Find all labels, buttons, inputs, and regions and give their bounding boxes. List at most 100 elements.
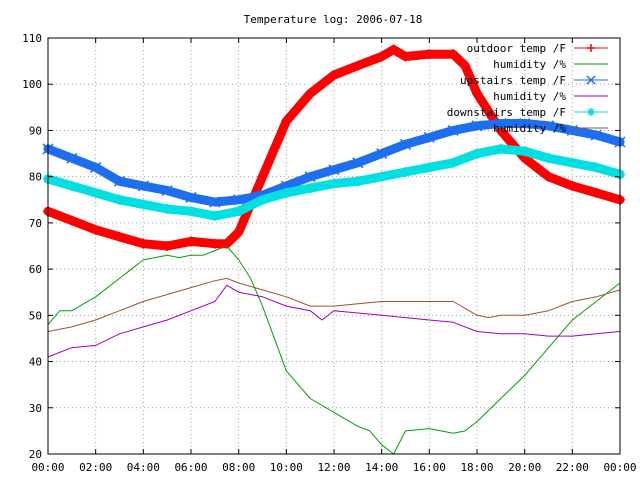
data-point (161, 185, 173, 197)
y-tick-label: 80 (29, 171, 42, 184)
data-point (66, 215, 77, 226)
series-line (47, 277, 621, 332)
x-tick-label: 18:00 (460, 461, 493, 474)
data-point (448, 49, 459, 60)
data-point (567, 157, 578, 168)
series-0 (43, 44, 625, 251)
x-tick-label: 14:00 (365, 461, 398, 474)
data-point (113, 175, 126, 187)
data-point (424, 162, 435, 173)
data-point (400, 51, 411, 62)
data-point (114, 194, 125, 205)
series-layer (42, 44, 626, 455)
legend-label: downstairs temp /F (447, 106, 566, 119)
data-point (495, 143, 506, 154)
x-tick-label: 20:00 (508, 461, 541, 474)
data-point (423, 131, 435, 143)
data-point (329, 178, 339, 189)
data-point (305, 183, 316, 194)
legend-marker (587, 44, 595, 52)
data-point (186, 236, 196, 247)
data-point (542, 120, 555, 132)
data-point (304, 171, 316, 183)
data-point (472, 148, 482, 159)
data-point (460, 60, 471, 71)
data-point (376, 171, 387, 182)
y-tick-label: 70 (29, 217, 42, 230)
legend-label: humidity /% (493, 58, 566, 71)
data-point (567, 180, 578, 191)
series-1 (47, 245, 621, 455)
data-point (209, 196, 221, 208)
data-point (591, 187, 602, 198)
y-tick-label: 50 (29, 309, 42, 322)
data-point (66, 152, 78, 164)
data-point (185, 191, 197, 203)
data-point (257, 194, 268, 205)
data-point (352, 60, 363, 71)
data-point (447, 124, 459, 136)
data-point (590, 129, 602, 141)
y-tick-label: 60 (29, 263, 42, 276)
x-tick-label: 10:00 (270, 461, 303, 474)
data-point (137, 180, 149, 192)
data-point (221, 238, 232, 249)
data-point (281, 116, 292, 127)
data-point (209, 238, 220, 249)
data-point (66, 180, 77, 191)
data-point (566, 124, 578, 136)
data-point (483, 106, 494, 117)
y-tick-label: 40 (29, 356, 42, 369)
data-point (138, 199, 149, 210)
series-line (47, 284, 621, 358)
y-tick-label: 100 (22, 78, 42, 91)
data-point (233, 227, 244, 238)
data-point (519, 146, 530, 157)
legend-label: humidity /% (493, 122, 566, 135)
data-point (281, 187, 292, 198)
legend-label: upstairs temp /F (460, 74, 566, 87)
data-point (543, 171, 554, 182)
x-tick-label: 02:00 (79, 461, 112, 474)
data-point (388, 44, 399, 55)
data-point (352, 176, 363, 187)
data-point (209, 210, 220, 221)
data-point (376, 51, 387, 62)
data-point (233, 194, 245, 206)
x-tick-label: 16:00 (413, 461, 446, 474)
data-point (448, 157, 459, 168)
legend: outdoor temp /F humidity /% upstairs temp … (447, 42, 608, 135)
data-point (495, 117, 507, 130)
x-tick-label: 08:00 (222, 461, 255, 474)
data-point (399, 138, 412, 150)
data-point (257, 171, 268, 182)
series-3 (47, 284, 621, 358)
data-point (233, 206, 244, 217)
legend-label: humidity /% (493, 90, 566, 103)
data-point (90, 187, 101, 198)
data-point (162, 241, 173, 251)
data-point (269, 143, 280, 154)
data-point (328, 164, 340, 176)
x-tick-label: 04:00 (127, 461, 160, 474)
y-tick-label: 110 (22, 32, 42, 45)
y-tick-label: 20 (29, 448, 42, 461)
data-point (472, 88, 482, 99)
data-point (329, 69, 339, 80)
data-point (400, 167, 411, 178)
legend-label: outdoor temp /F (467, 42, 566, 55)
data-point (471, 120, 483, 132)
data-point (90, 224, 101, 235)
data-point (591, 162, 602, 173)
data-point (519, 117, 531, 130)
axes: 20 30 40 50 60 70 80 90 100 110 00:00 02:00 04:00 06:… (22, 32, 636, 474)
series-5 (47, 277, 621, 332)
data-point (376, 148, 388, 160)
x-tick-label: 00:00 (603, 461, 636, 474)
series-line (47, 245, 621, 455)
legend-marker (587, 108, 595, 116)
x-tick-label: 00:00 (31, 461, 64, 474)
data-point (186, 206, 196, 217)
data-point (90, 161, 102, 173)
